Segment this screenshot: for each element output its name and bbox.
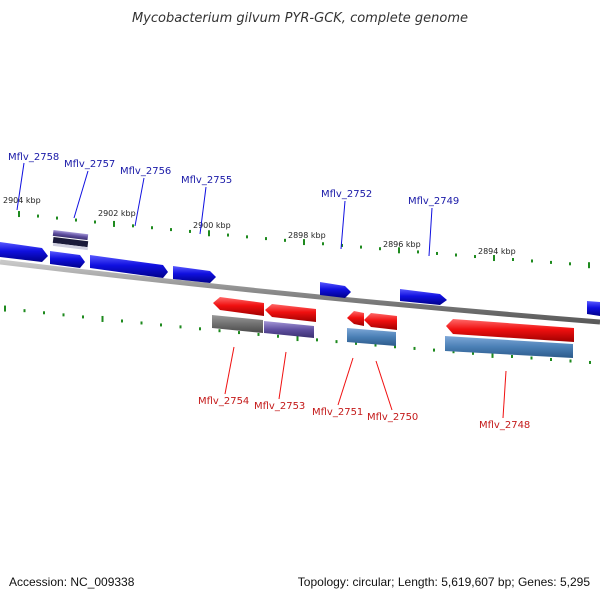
rna-feature[interactable] [264, 321, 314, 338]
kbp-scale-labels: 2904 kbp 2902 kbp 2900 kbp 2898 kbp 2896 kbp… [3, 196, 516, 256]
forward-gene-label[interactable]: Mflv_2755 [181, 175, 232, 186]
gene-leader-line [16, 162, 25, 211]
forward-gene-arrow[interactable] [0, 242, 48, 262]
accession-label: Accession: NC_009338 [9, 575, 135, 589]
forward-gene-label[interactable]: Mflv_2757 [64, 159, 115, 170]
genome-backbone [0, 259, 600, 325]
kbp-tick-label: 2898 kbp [288, 231, 326, 240]
forward-tick-track [18, 211, 590, 269]
gene-leader-line [502, 370, 507, 419]
reverse-gene-arrow[interactable] [265, 304, 316, 322]
gene-leader-line [375, 360, 393, 411]
reverse-gene-label[interactable]: Mflv_2751 [312, 407, 363, 418]
map-title: Mycobacterium gilvum PYR-GCK, complete g… [132, 11, 468, 26]
reverse-gene-track [212, 297, 574, 358]
gene-leader-line [340, 200, 346, 250]
forward-gene-arrow[interactable] [90, 255, 168, 278]
gene-leader-line [224, 346, 235, 395]
forward-gene-track [0, 229, 600, 316]
rna-feature[interactable] [347, 328, 396, 346]
reverse-gene-label[interactable]: Mflv_2750 [367, 412, 418, 423]
rna-feature[interactable] [52, 242, 88, 251]
forward-gene-arrow[interactable] [400, 289, 447, 305]
rna-feature[interactable] [52, 229, 89, 241]
gene-leader-line [73, 170, 89, 219]
reverse-gene-arrow[interactable] [213, 297, 264, 316]
kbp-tick-label: 2894 kbp [478, 247, 516, 256]
kbp-tick-label: 2896 kbp [383, 240, 421, 249]
gene-leader-line [278, 351, 287, 400]
rna-feature[interactable] [52, 236, 89, 248]
forward-gene-arrow[interactable] [320, 282, 351, 298]
forward-gene-label[interactable]: Mflv_2758 [8, 152, 59, 163]
gene-leader-line [428, 207, 433, 257]
gene-leader-line [337, 357, 354, 406]
forward-gene-arrow[interactable] [173, 266, 216, 283]
forward-gene-arrow[interactable] [50, 251, 85, 268]
reverse-gene-label[interactable]: Mflv_2754 [198, 396, 249, 407]
forward-gene-label[interactable]: Mflv_2756 [120, 166, 171, 177]
forward-gene-labels: Mflv_2758 Mflv_2757 Mflv_2756 Mflv_2755 Mflv… [8, 152, 459, 257]
rna-feature[interactable] [445, 336, 573, 358]
reverse-gene-arrow[interactable] [347, 311, 364, 326]
reverse-gene-labels: Mflv_2754 Mflv_2753 Mflv_2751 Mflv_2750 Mflv… [198, 346, 530, 431]
topology-label: Topology: circular; Length: 5,619,607 bp… [298, 575, 591, 589]
forward-gene-label[interactable]: Mflv_2752 [321, 189, 372, 200]
reverse-gene-label[interactable]: Mflv_2753 [254, 401, 305, 412]
gene-leader-line [134, 177, 145, 227]
reverse-gene-label[interactable]: Mflv_2748 [479, 420, 530, 431]
forward-gene-label[interactable]: Mflv_2749 [408, 196, 459, 207]
gene-leader-line [199, 186, 207, 235]
forward-gene-arrow[interactable] [587, 301, 600, 316]
kbp-tick-label: 2904 kbp [3, 196, 41, 205]
reverse-gene-arrow[interactable] [364, 313, 397, 330]
kbp-tick-label: 2902 kbp [98, 209, 136, 218]
kbp-tick-label: 2900 kbp [193, 221, 231, 230]
reverse-gene-arrow[interactable] [446, 319, 574, 342]
pseudogene-feature[interactable] [212, 315, 263, 333]
